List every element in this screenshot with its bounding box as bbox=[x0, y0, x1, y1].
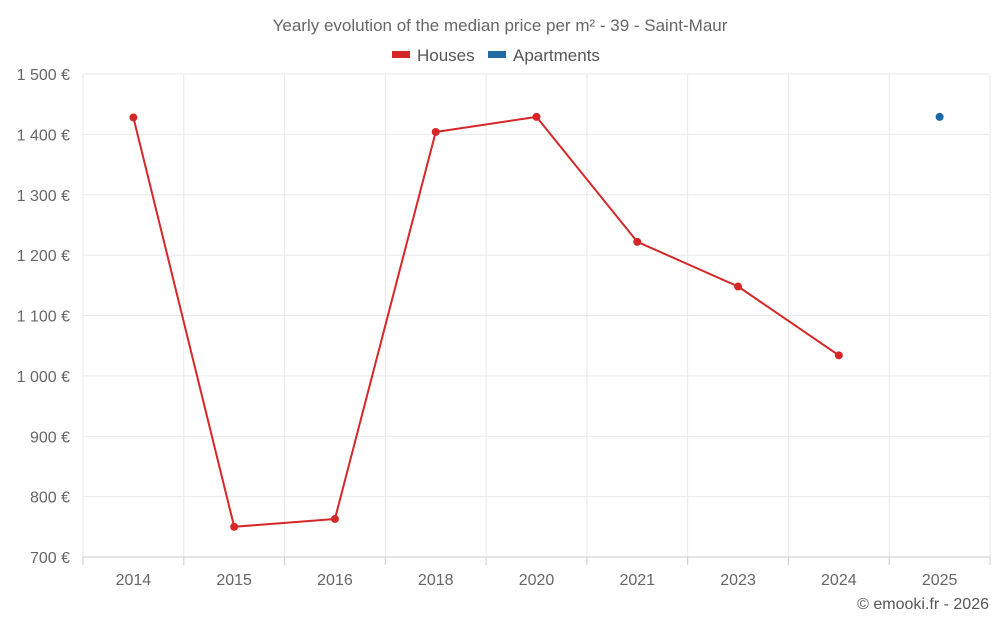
x-tick-label: 2018 bbox=[418, 572, 454, 589]
legend-swatch-apartments bbox=[488, 51, 506, 58]
legend: Houses Apartments bbox=[392, 46, 600, 65]
axes bbox=[82, 556, 991, 565]
x-tick-label: 2021 bbox=[619, 572, 655, 589]
legend-label-apartments[interactable]: Apartments bbox=[513, 46, 600, 65]
data-point-houses[interactable] bbox=[734, 282, 743, 291]
x-tick-label: 2025 bbox=[922, 572, 958, 589]
y-tick-label: 1 000 € bbox=[17, 369, 70, 386]
series-line-houses bbox=[132, 115, 840, 528]
x-tick-label: 2014 bbox=[116, 572, 152, 589]
x-tick-label: 2016 bbox=[317, 572, 353, 589]
y-tick-label: 1 200 € bbox=[17, 248, 70, 265]
y-tick-label: 1 400 € bbox=[17, 127, 70, 144]
y-tick-label: 1 500 € bbox=[17, 67, 70, 84]
grid-lines bbox=[82, 73, 991, 557]
legend-label-houses[interactable]: Houses bbox=[417, 46, 475, 65]
y-tick-label: 1 100 € bbox=[17, 309, 70, 326]
data-point-houses[interactable] bbox=[330, 514, 339, 523]
x-tick-label: 2024 bbox=[821, 572, 857, 589]
x-tick-label: 2015 bbox=[216, 572, 252, 589]
data-point-houses[interactable] bbox=[230, 522, 239, 531]
series bbox=[129, 112, 944, 531]
legend-swatch-houses bbox=[392, 51, 410, 58]
data-point-apartments[interactable] bbox=[935, 112, 944, 121]
data-point-houses[interactable] bbox=[532, 112, 541, 121]
data-point-houses[interactable] bbox=[129, 113, 138, 122]
data-point-houses[interactable] bbox=[633, 237, 642, 246]
x-axis-ticks: 2014 2015 2016 2018 2020 2021 2023 2024 2025 bbox=[116, 572, 958, 589]
y-tick-label: 700 € bbox=[30, 550, 70, 567]
y-tick-label: 800 € bbox=[30, 490, 70, 507]
x-tick-label: 2020 bbox=[519, 572, 555, 589]
x-tick-label: 2023 bbox=[720, 572, 756, 589]
chart-title: Yearly evolution of the median price per… bbox=[273, 16, 728, 35]
data-point-houses[interactable] bbox=[431, 127, 440, 136]
y-axis-ticks: 700 € 800 € 900 € 1 000 € 1 100 € 1 200 € 1 30… bbox=[17, 67, 70, 567]
y-tick-label: 900 € bbox=[30, 429, 70, 446]
credit-text: © emooki.fr - 2026 bbox=[857, 596, 989, 613]
y-tick-label: 1 300 € bbox=[17, 188, 70, 205]
data-point-houses[interactable] bbox=[834, 351, 843, 360]
